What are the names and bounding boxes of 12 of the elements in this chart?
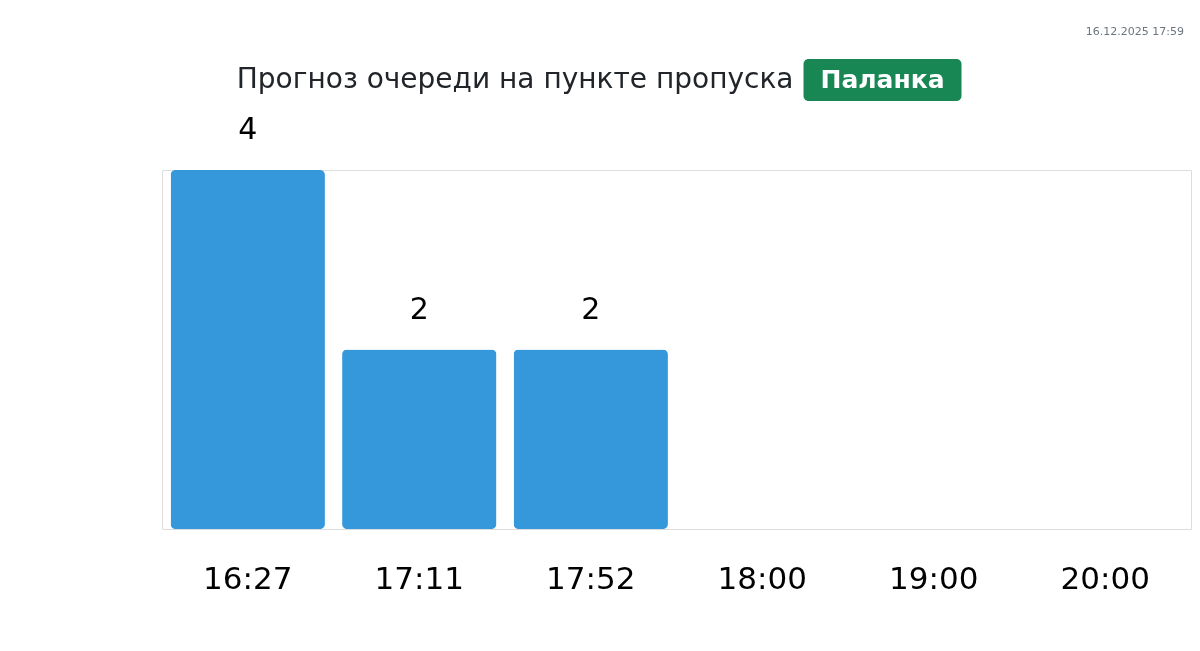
chart-subtitle: Паланка — [820, 65, 945, 94]
data-label: 4 — [238, 111, 258, 146]
data-label: 2 — [581, 290, 601, 326]
x-tick-label: 16:27 — [203, 559, 293, 596]
x-tick-label: 20:00 — [1060, 559, 1150, 596]
x-tick-label: 19:00 — [889, 559, 979, 596]
x-tick-label: 17:52 — [546, 559, 636, 596]
data-label: 2 — [409, 290, 429, 326]
x-tick-label: 17:11 — [374, 559, 464, 596]
x-tick-label: 18:00 — [717, 559, 807, 596]
chart-title: Прогноз очереди на пункте пропуска — [236, 62, 794, 95]
text: 16.12.2025 17:59 — [1085, 25, 1184, 38]
